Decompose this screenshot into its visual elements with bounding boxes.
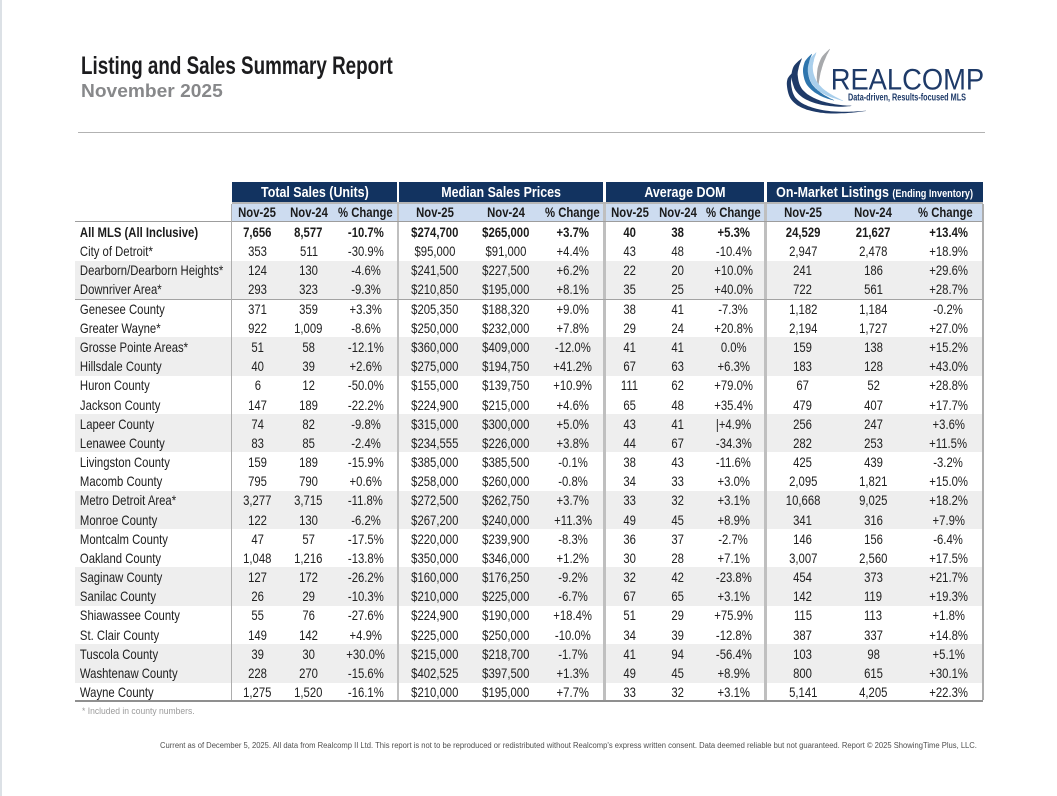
svg-text:REALCOMP: REALCOMP <box>831 64 985 97</box>
svg-text:Data-driven, Results-focused M: Data-driven, Results-focused MLS <box>848 93 966 104</box>
